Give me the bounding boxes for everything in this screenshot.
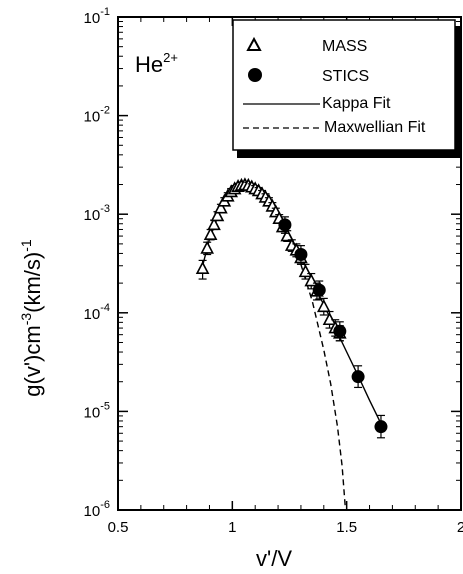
y-axis-title: g(v')cm-3(km/s)-1 [18, 239, 45, 397]
mass-point [203, 226, 218, 240]
mass-point [280, 228, 295, 242]
mass-point [210, 208, 225, 222]
stics-point [294, 248, 308, 262]
mass-point [214, 200, 228, 214]
x-tick-label: 1.5 [336, 519, 357, 536]
legend-stics-label: STICS [322, 68, 369, 85]
fit-lines [201, 184, 382, 511]
y-tick-label: 10-5 [84, 400, 110, 421]
y-tick-label: 10-2 [84, 105, 110, 126]
data-points [195, 177, 388, 439]
legend-box [232, 19, 456, 151]
axis-ticks: 0.5 1 1.5 2 10-1 10-2 10-3 10-4 10-5 10-6 [84, 6, 463, 536]
plot-frame [117, 16, 462, 511]
y-tick-label: 10-4 [84, 302, 110, 323]
mass-point [207, 217, 221, 231]
maxwellian-fit-line [288, 235, 347, 511]
mass-point [200, 240, 215, 254]
y-tick-label: 10-1 [84, 6, 110, 27]
legend-stics-circle-icon [248, 68, 262, 82]
x-tick-label: 2 [457, 519, 463, 536]
stics-point [333, 324, 347, 338]
mass-point [316, 299, 331, 313]
x-tick-label: 0.5 [108, 519, 129, 536]
legend-mass-triangle-icon [246, 36, 262, 51]
stics-point [278, 218, 292, 232]
legend-kappa-label: Kappa Fit [322, 95, 391, 112]
legend-maxwellian-label: Maxwellian Fit [324, 119, 426, 136]
panel-label: He2+ [135, 50, 178, 77]
mass-point [322, 312, 337, 326]
stics-point [374, 420, 388, 434]
legend: MASS STICS Kappa Fit Maxwellian Fit [232, 19, 461, 158]
y-tick-label: 10-3 [84, 203, 110, 224]
stics-point [312, 283, 326, 297]
stics-point [351, 370, 365, 384]
legend-mass-label: MASS [322, 38, 367, 55]
x-tick-label: 1 [228, 519, 236, 536]
y-tick-label: 10-6 [84, 499, 110, 520]
x-axis-title: v'/V [256, 546, 292, 571]
mass-point [195, 260, 210, 275]
